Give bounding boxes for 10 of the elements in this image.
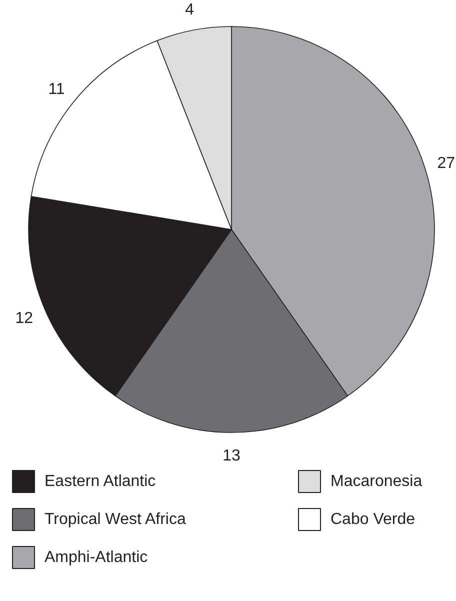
data-label: 4 (185, 1, 194, 18)
data-label: 13 (222, 448, 240, 464)
data-label: 12 (15, 310, 34, 327)
legend-label: Macaronesia (330, 473, 422, 490)
data-label: 27 (437, 154, 456, 172)
legend-label: Cabo Verde (330, 511, 416, 528)
legend-label: Tropical West Africa (44, 511, 186, 528)
data-label: 11 (48, 81, 65, 98)
legend-label: Eastern Atlantic (44, 473, 156, 490)
legend-label: Amphi-Atlantic (44, 549, 148, 566)
